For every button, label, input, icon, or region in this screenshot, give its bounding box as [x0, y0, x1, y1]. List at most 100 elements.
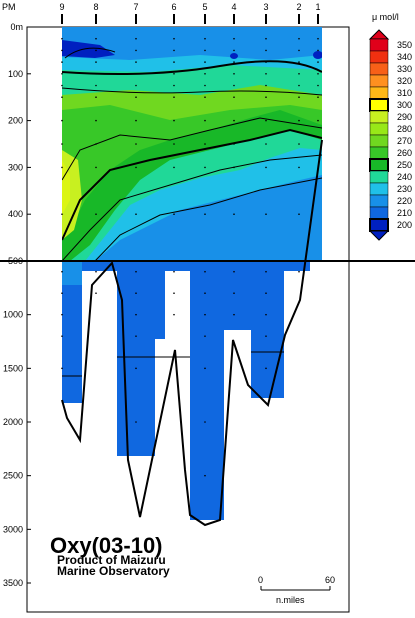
- depth-tick-label: 300: [8, 162, 23, 172]
- colorbar-label: 220: [397, 196, 412, 206]
- sample-dot: [233, 49, 235, 52]
- colorbar-swatch: [369, 134, 389, 148]
- upper-contours: [62, 47, 322, 261]
- bathymetry-line: [61, 139, 323, 527]
- sample-dot: [265, 96, 267, 98]
- sample-dot: [61, 292, 63, 295]
- sample-dot: [135, 61, 137, 63]
- scale-end: 60: [325, 575, 335, 585]
- unit-label: μ mol/l: [372, 12, 399, 22]
- sample-dot: [265, 292, 267, 295]
- sample-dot: [173, 292, 175, 295]
- sample-dot: [317, 37, 319, 40]
- depth-tick-label: 400: [8, 209, 23, 219]
- sample-dot: [265, 119, 267, 122]
- sample-dot: [61, 119, 63, 122]
- colorbar-swatch: [369, 194, 389, 208]
- sample-dot: [135, 335, 137, 337]
- subtitle-line2: Marine Observatory: [57, 564, 170, 578]
- sample-dot: [204, 37, 206, 40]
- sample-dot: [204, 213, 206, 215]
- sample-dot: [265, 49, 267, 52]
- sample-dot: [204, 474, 206, 477]
- colorbar-label: 210: [397, 208, 412, 218]
- sample-dot: [233, 270, 235, 273]
- x-axis-label: PM: [2, 2, 16, 12]
- depth-tick-label: 500: [8, 256, 23, 266]
- sample-dot: [135, 292, 137, 295]
- depth-tick-label: 1000: [3, 310, 23, 320]
- depth-tick-label: 3000: [3, 524, 23, 534]
- sample-dot: [298, 84, 300, 87]
- sample-dot: [265, 73, 267, 75]
- sample-dot: [95, 292, 97, 295]
- sample-dot: [173, 166, 175, 169]
- sample-dot: [233, 119, 235, 122]
- colorbar-swatch: [369, 38, 389, 52]
- sample-dot: [233, 166, 235, 169]
- depth-tick-label: 2500: [3, 471, 23, 481]
- sample-dot: [265, 313, 267, 316]
- colorbar-label: 230: [397, 184, 412, 194]
- depth-tick-label: 100: [8, 69, 23, 79]
- sample-dot: [61, 84, 63, 87]
- sample-dot: [95, 37, 97, 40]
- depth-tick-label: 3500: [3, 578, 23, 588]
- sample-dot: [298, 213, 300, 215]
- depth-tick-label: 1500: [3, 363, 23, 373]
- sample-dot: [233, 260, 235, 262]
- colorbar-swatch: [369, 62, 389, 76]
- colorbar-swatch: [369, 158, 389, 172]
- sample-dot: [204, 73, 206, 75]
- station-label: 3: [263, 2, 268, 12]
- colorbar-label: 300: [397, 100, 412, 110]
- station-label: 5: [202, 2, 207, 12]
- station-label: 7: [133, 2, 138, 12]
- sample-dot: [298, 37, 300, 40]
- sample-dot: [204, 96, 206, 98]
- sample-dot: [173, 270, 175, 273]
- sample-dot: [265, 166, 267, 169]
- sample-dot: [61, 37, 63, 40]
- sample-dot: [317, 119, 319, 122]
- sample-dot: [95, 119, 97, 122]
- sample-dot: [265, 143, 267, 145]
- sample-dot: [317, 96, 319, 98]
- sample-dot: [135, 73, 137, 75]
- sample-dot: [298, 61, 300, 63]
- colorbar-swatch: [369, 182, 389, 196]
- sample-dot: [204, 166, 206, 169]
- sample-dot: [135, 270, 137, 273]
- sample-dot: [135, 143, 137, 145]
- colorbar-label: 250: [397, 160, 412, 170]
- sample-dot: [135, 37, 137, 40]
- sample-dot: [135, 84, 137, 87]
- sample-dot: [317, 84, 319, 87]
- sample-dot: [204, 61, 206, 63]
- sample-dot: [233, 84, 235, 87]
- sample-dot: [317, 61, 319, 63]
- station-label: 9: [59, 2, 64, 12]
- sample-dot: [135, 421, 137, 423]
- sample-dot: [135, 166, 137, 169]
- sample-dot: [233, 96, 235, 98]
- sample-dot: [95, 260, 97, 262]
- colorbar-swatch: [369, 86, 389, 100]
- sample-dot: [61, 367, 63, 370]
- sample-dot: [204, 260, 206, 262]
- colorbar-label: 310: [397, 88, 412, 98]
- sample-dot: [265, 61, 267, 63]
- station-label: 2: [296, 2, 301, 12]
- sample-dot: [95, 61, 97, 63]
- depth-tick-label: 2000: [3, 417, 23, 427]
- colorbar-swatch: [369, 110, 389, 124]
- sample-dot: [61, 270, 63, 273]
- colorbar-top-arrow: [368, 29, 390, 40]
- sample-dot: [233, 313, 235, 316]
- sample-dot: [95, 96, 97, 98]
- sample-dot: [298, 96, 300, 98]
- sample-dot: [173, 84, 175, 87]
- chart-title: Oxy(03-10): [50, 533, 163, 558]
- sample-dot: [95, 73, 97, 75]
